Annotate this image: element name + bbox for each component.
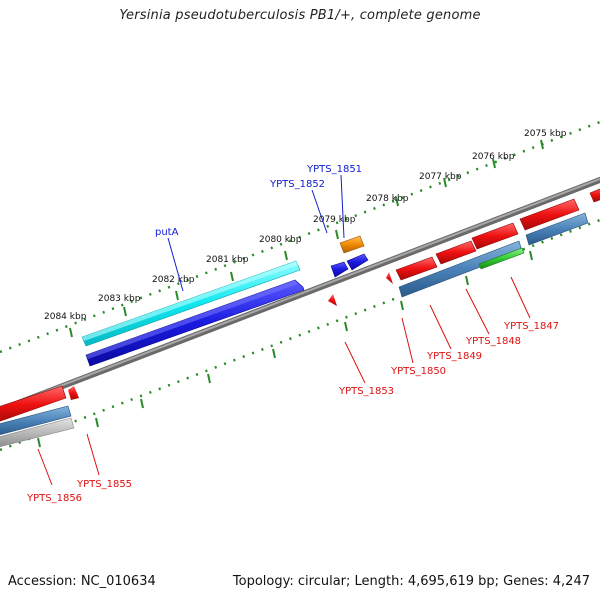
reverse-leader-lines — [37, 276, 531, 486]
genome-info-text: Topology: circular; Length: 4,695,619 bp… — [232, 574, 590, 589]
gene-label-forward[interactable]: YPTS_1851 — [306, 164, 362, 175]
gene-label-forward[interactable]: putA — [155, 227, 179, 238]
accession-text: Accession: NC_010634 — [8, 574, 156, 589]
gene-blue-long[interactable] — [85, 279, 305, 367]
gene-red-3[interactable] — [471, 222, 519, 250]
kbp-label: 2079 kbp — [313, 215, 356, 225]
kbp-label: 2084 kbp — [44, 312, 87, 322]
gene-label-reverse[interactable]: YPTS_1856 — [26, 493, 82, 504]
kbp-label: 2076 kbp — [472, 152, 515, 162]
gene-label-forward[interactable]: YPTS_1852 — [269, 179, 325, 190]
gene-label-reverse[interactable]: YPTS_1848 — [465, 336, 521, 347]
gene-putA-body[interactable] — [81, 260, 301, 347]
gene-orange[interactable] — [339, 235, 365, 254]
gene-red-5[interactable] — [589, 187, 600, 203]
gene-red-left[interactable] — [0, 385, 67, 423]
kbp-label: 2078 kbp — [366, 194, 409, 204]
gene-label-reverse[interactable]: YPTS_1850 — [390, 366, 446, 377]
gene-red-1[interactable] — [395, 256, 438, 281]
gene-red-2[interactable] — [435, 240, 477, 265]
gene-steel-left[interactable] — [0, 405, 72, 436]
gene-YPTS_1851[interactable] — [346, 253, 369, 271]
gene-red-4[interactable] — [519, 198, 580, 231]
gene-label-reverse[interactable]: YPTS_1853 — [338, 386, 394, 397]
gene-YPTS_1853[interactable] — [328, 294, 337, 306]
gene-label-reverse[interactable]: YPTS_1847 — [503, 321, 559, 332]
kbp-label: 2083 kbp — [98, 294, 141, 304]
gene-steel-2[interactable] — [525, 212, 589, 246]
gene-green[interactable] — [478, 247, 525, 270]
forward-leader-lines — [167, 174, 345, 292]
upper-tick-track — [0, 120, 600, 354]
gene-red-small-1[interactable] — [386, 272, 393, 284]
kbp-label: 2082 kbp — [152, 275, 195, 285]
kbp-label: 2081 kbp — [206, 255, 249, 265]
kbp-label: 2075 kbp — [524, 129, 567, 139]
gene-red-left-small[interactable] — [68, 386, 79, 400]
genome-title: Yersinia pseudotuberculosis PB1/+, compl… — [119, 8, 481, 23]
gene-label-reverse[interactable]: YPTS_1855 — [76, 479, 132, 490]
kbp-label: 2077 kbp — [419, 172, 462, 182]
lower-tick-track — [0, 218, 600, 452]
kbp-label: 2080 kbp — [259, 235, 302, 245]
gene-YPTS_1852[interactable] — [330, 261, 349, 278]
gene-label-reverse[interactable]: YPTS_1849 — [426, 351, 482, 362]
gene-grey-left[interactable] — [0, 417, 75, 448]
major-ticks — [37, 139, 544, 448]
